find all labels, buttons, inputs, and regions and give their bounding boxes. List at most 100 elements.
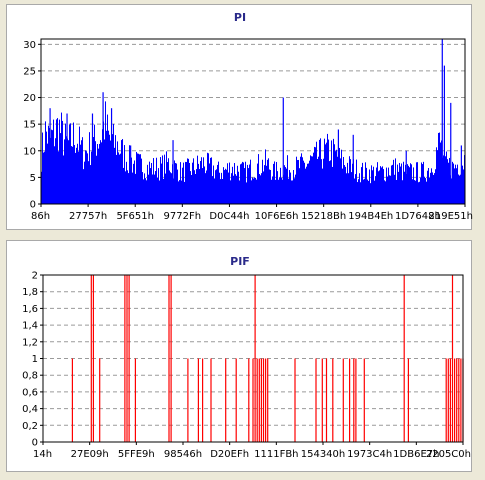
pi-bar	[163, 178, 164, 204]
pif-x-axis: 14h 27E09h 5FFE9h 98546h D20EFh 1111FBh 154340…	[33, 442, 471, 460]
pi-bar	[323, 158, 324, 204]
pi-bar	[192, 162, 193, 204]
pi-bar	[118, 152, 119, 204]
pi-bar	[446, 151, 447, 204]
pi-bar	[211, 157, 212, 204]
pi-bar	[75, 152, 76, 204]
pi-bar	[126, 161, 127, 204]
pi-bar	[242, 161, 243, 204]
pif-bar	[71, 358, 73, 442]
pi-bar	[392, 164, 393, 204]
pi-bar	[425, 178, 426, 204]
pi-bar	[158, 168, 159, 204]
pif-bar	[126, 275, 128, 442]
pi-x-tick-label: 15218Bh	[301, 211, 346, 222]
pi-bar	[247, 164, 248, 204]
pi-bar	[269, 169, 270, 204]
pi-bar	[267, 159, 268, 204]
pi-bar	[179, 180, 180, 204]
pi-bar	[423, 161, 424, 204]
pi-bar	[265, 149, 266, 204]
pi-bar	[403, 161, 404, 204]
pi-bar	[380, 166, 381, 204]
pi-bar	[457, 164, 458, 204]
pi-bar	[352, 163, 353, 204]
pi-bar	[383, 169, 384, 204]
pi-bar	[139, 154, 140, 204]
pi-bar	[77, 143, 78, 204]
pi-bar	[51, 129, 52, 204]
pi-bar	[159, 180, 160, 204]
pif-y-tick-label: 1,2	[22, 337, 38, 348]
pi-bar	[122, 138, 123, 204]
pi-bar	[109, 134, 110, 204]
pi-bar	[441, 39, 443, 204]
pi-bar	[146, 180, 147, 204]
pi-bar	[282, 97, 284, 204]
pi-bar	[233, 175, 234, 204]
pi-bar	[404, 171, 405, 204]
pif-bar	[256, 358, 258, 442]
pi-bar	[399, 162, 400, 204]
pi-bar	[69, 124, 70, 204]
pi-bar	[119, 154, 120, 204]
pi-bar	[438, 132, 439, 204]
pif-y-tick-label: 2	[32, 271, 38, 282]
pi-bar	[216, 169, 217, 204]
pi-bar	[459, 175, 460, 204]
pi-bar	[82, 137, 83, 204]
pi-bar	[373, 166, 374, 204]
pif-bar	[210, 358, 212, 442]
pi-bar	[97, 144, 98, 204]
pif-x-tick-label: 1973C4h	[347, 449, 392, 460]
pi-bar	[266, 165, 267, 204]
pi-bar	[401, 163, 402, 204]
pi-bar	[193, 158, 194, 204]
pi-bar	[134, 160, 135, 204]
pif-y-axis: 0 0,2 0,4 0,6 0,8 1 1,2 1,4 1,6 1,8 2	[22, 271, 43, 449]
pi-bar	[59, 119, 60, 204]
pi-bar	[405, 150, 407, 204]
pi-bar	[299, 168, 300, 204]
pi-bar	[100, 140, 101, 204]
pi-bar	[123, 167, 124, 204]
pi-bar	[362, 162, 363, 204]
pi-bar	[102, 92, 104, 204]
pi-bar	[282, 179, 283, 204]
pif-bar	[187, 358, 189, 442]
pi-bar	[147, 164, 148, 204]
pi-bar	[153, 158, 154, 204]
pi-bar	[227, 163, 228, 204]
pi-bar	[311, 156, 312, 204]
pi-bar	[114, 147, 115, 204]
pi-bar	[86, 151, 87, 204]
pi-bar	[422, 164, 423, 204]
pi-bar	[289, 170, 290, 204]
pi-bar	[359, 173, 360, 204]
pi-bar	[342, 168, 343, 204]
pi-bar	[183, 162, 184, 204]
pi-bar	[340, 158, 341, 204]
pi-bar	[385, 181, 386, 204]
pi-bar	[351, 172, 352, 204]
pi-bar	[189, 162, 190, 204]
pi-bar	[389, 175, 390, 204]
pi-bar	[199, 169, 200, 204]
pi-bar	[133, 163, 134, 204]
pif-y-tick-label: 0,4	[22, 404, 38, 415]
pi-bar	[155, 171, 156, 204]
pi-bar	[434, 173, 435, 204]
pi-bar	[302, 157, 303, 204]
pi-x-tick-label: 9772Fh	[164, 211, 202, 222]
pif-bar	[456, 358, 458, 442]
pi-bar	[113, 123, 114, 204]
pi-bar	[391, 165, 392, 204]
pi-bar	[168, 158, 169, 204]
pi-bar	[270, 169, 271, 204]
pi-bar	[300, 156, 301, 204]
pi-bar	[79, 126, 80, 204]
pif-bar	[235, 358, 237, 442]
pi-bar	[197, 155, 198, 204]
pif-bar	[90, 275, 92, 442]
pi-bar	[443, 155, 444, 204]
